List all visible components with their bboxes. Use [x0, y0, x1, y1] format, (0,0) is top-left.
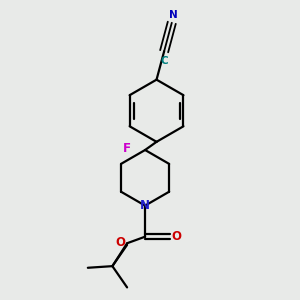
Text: O: O: [115, 236, 125, 249]
Text: C: C: [160, 56, 168, 66]
Text: O: O: [172, 230, 182, 243]
Text: N: N: [140, 199, 150, 212]
Text: N: N: [169, 10, 178, 20]
Text: F: F: [123, 142, 131, 155]
